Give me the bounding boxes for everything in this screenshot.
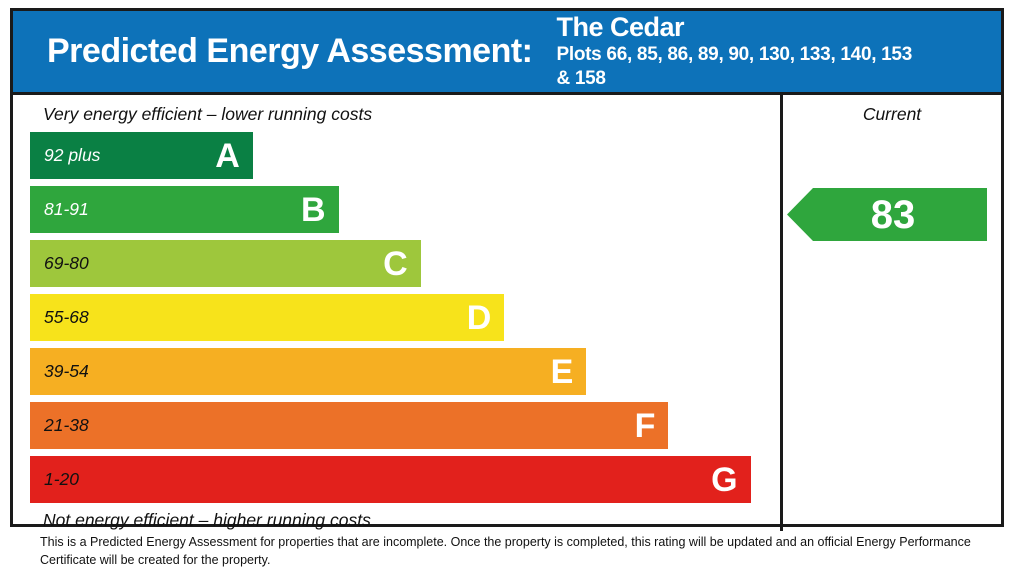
band-letter: F (634, 406, 656, 445)
band-bar: 1-20 G (30, 456, 751, 503)
band-row: 81-91 B (30, 186, 763, 233)
band-bar: 81-91 B (30, 186, 339, 233)
band-range-label: 69-80 (44, 253, 89, 273)
page-title: Predicted Energy Assessment: (47, 32, 533, 70)
band-row: 39-54 E (30, 348, 763, 395)
current-column: Current 83 (780, 95, 1001, 531)
rating-chart: Very energy efficient – lower running co… (13, 95, 780, 531)
band-row: 21-38 F (30, 402, 763, 449)
bottom-efficiency-label: Not energy efficient – higher running co… (43, 510, 371, 530)
band-row: 69-80 C (30, 240, 763, 287)
band-bar: 69-80 C (30, 240, 421, 287)
band-row: 1-20 G (30, 456, 763, 503)
header-property-block: The Cedar Plots 66, 85, 86, 89, 90, 130,… (557, 11, 927, 92)
property-plots: Plots 66, 85, 86, 89, 90, 130, 133, 140,… (556, 43, 913, 90)
property-name: The Cedar (556, 11, 685, 42)
header: Predicted Energy Assessment: The Cedar P… (13, 11, 1001, 95)
band-row: 55-68 D (30, 294, 763, 341)
band-bar: 55-68 D (30, 294, 505, 341)
band-range-label: 39-54 (44, 361, 89, 381)
band-letter: C (383, 244, 408, 283)
current-column-header: Current (862, 104, 922, 124)
band-range-label: 1-20 (44, 469, 80, 489)
band-range-label: 55-68 (44, 307, 89, 327)
band-letter: B (301, 190, 326, 229)
band-letter: D (466, 298, 492, 337)
current-rating-arrow: 83 (787, 188, 987, 241)
band-bar: 39-54 E (30, 348, 587, 395)
band-range-label: 21-38 (44, 415, 89, 435)
band-range-label: 92 plus (44, 145, 101, 165)
top-efficiency-label: Very energy efficient – lower running co… (43, 104, 373, 124)
band-letter: E (550, 352, 574, 391)
band-letter: A (215, 136, 240, 175)
disclaimer-text: This is a Predicted Energy Assessment fo… (40, 535, 971, 567)
epc-panel: Predicted Energy Assessment: The Cedar P… (10, 8, 1004, 531)
band-range-label: 81-91 (44, 199, 89, 219)
current-rating-value: 83 (870, 192, 916, 237)
chart-body: Very energy efficient – lower running co… (13, 95, 1001, 531)
band-row: 92 plus A (30, 132, 763, 179)
band-bar: 21-38 F (30, 402, 669, 449)
bands: 92 plus A 81-91 B 69-80 C 55-68 D 39-54 … (30, 132, 763, 503)
band-letter: G (711, 460, 738, 499)
band-bar: 92 plus A (30, 132, 253, 179)
